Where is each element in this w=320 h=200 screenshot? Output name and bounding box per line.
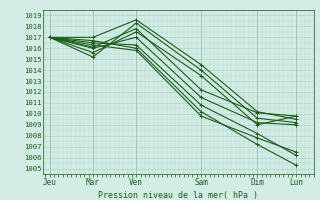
X-axis label: Pression niveau de la mer( hPa ): Pression niveau de la mer( hPa ) xyxy=(99,191,259,200)
